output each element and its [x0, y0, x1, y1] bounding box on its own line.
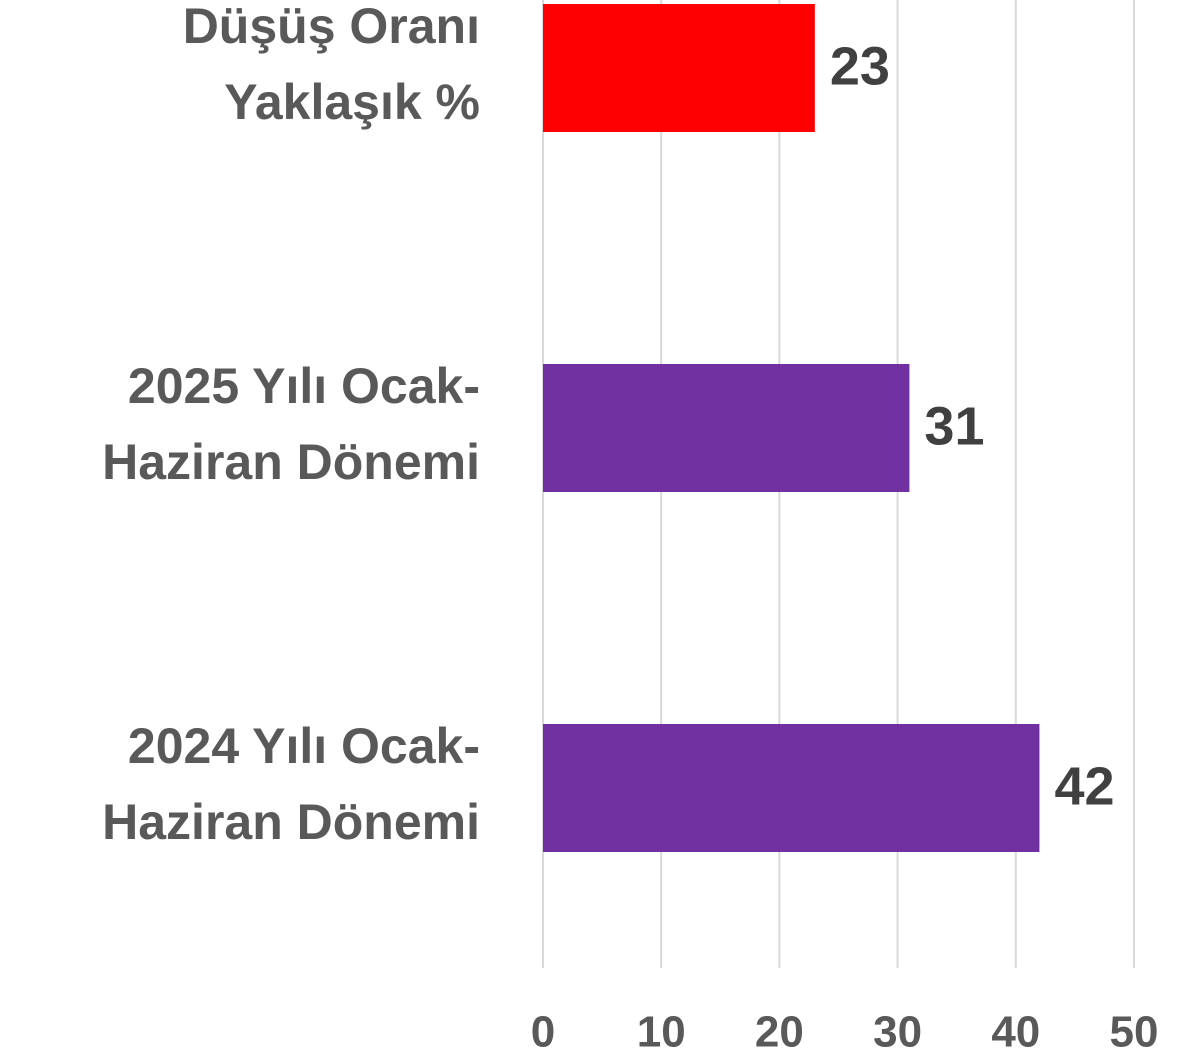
data-label: 23: [830, 36, 890, 96]
x-tick-label: 10: [637, 1008, 686, 1057]
bar: [543, 724, 1040, 852]
x-tick-label: 0: [531, 1008, 555, 1057]
x-tick-label: 40: [991, 1008, 1040, 1057]
x-tick-label: 20: [755, 1008, 804, 1057]
y-tick-label: Haziran Dönemi: [102, 434, 480, 490]
x-tick-label: 30: [873, 1008, 922, 1057]
bar: [543, 364, 910, 492]
y-tick-label: Yaklaşık %: [224, 74, 480, 130]
y-tick-label: 2025 Yılı Ocak-: [128, 358, 480, 414]
x-tick-label: 50: [1110, 1008, 1159, 1057]
y-tick-label: 2024 Yılı Ocak-: [128, 718, 480, 774]
y-tick-label: Düşüş Oranı: [183, 0, 480, 54]
data-label: 31: [924, 396, 984, 456]
bar: [543, 4, 815, 132]
data-label: 42: [1054, 756, 1114, 816]
y-tick-label: Haziran Dönemi: [102, 794, 480, 850]
